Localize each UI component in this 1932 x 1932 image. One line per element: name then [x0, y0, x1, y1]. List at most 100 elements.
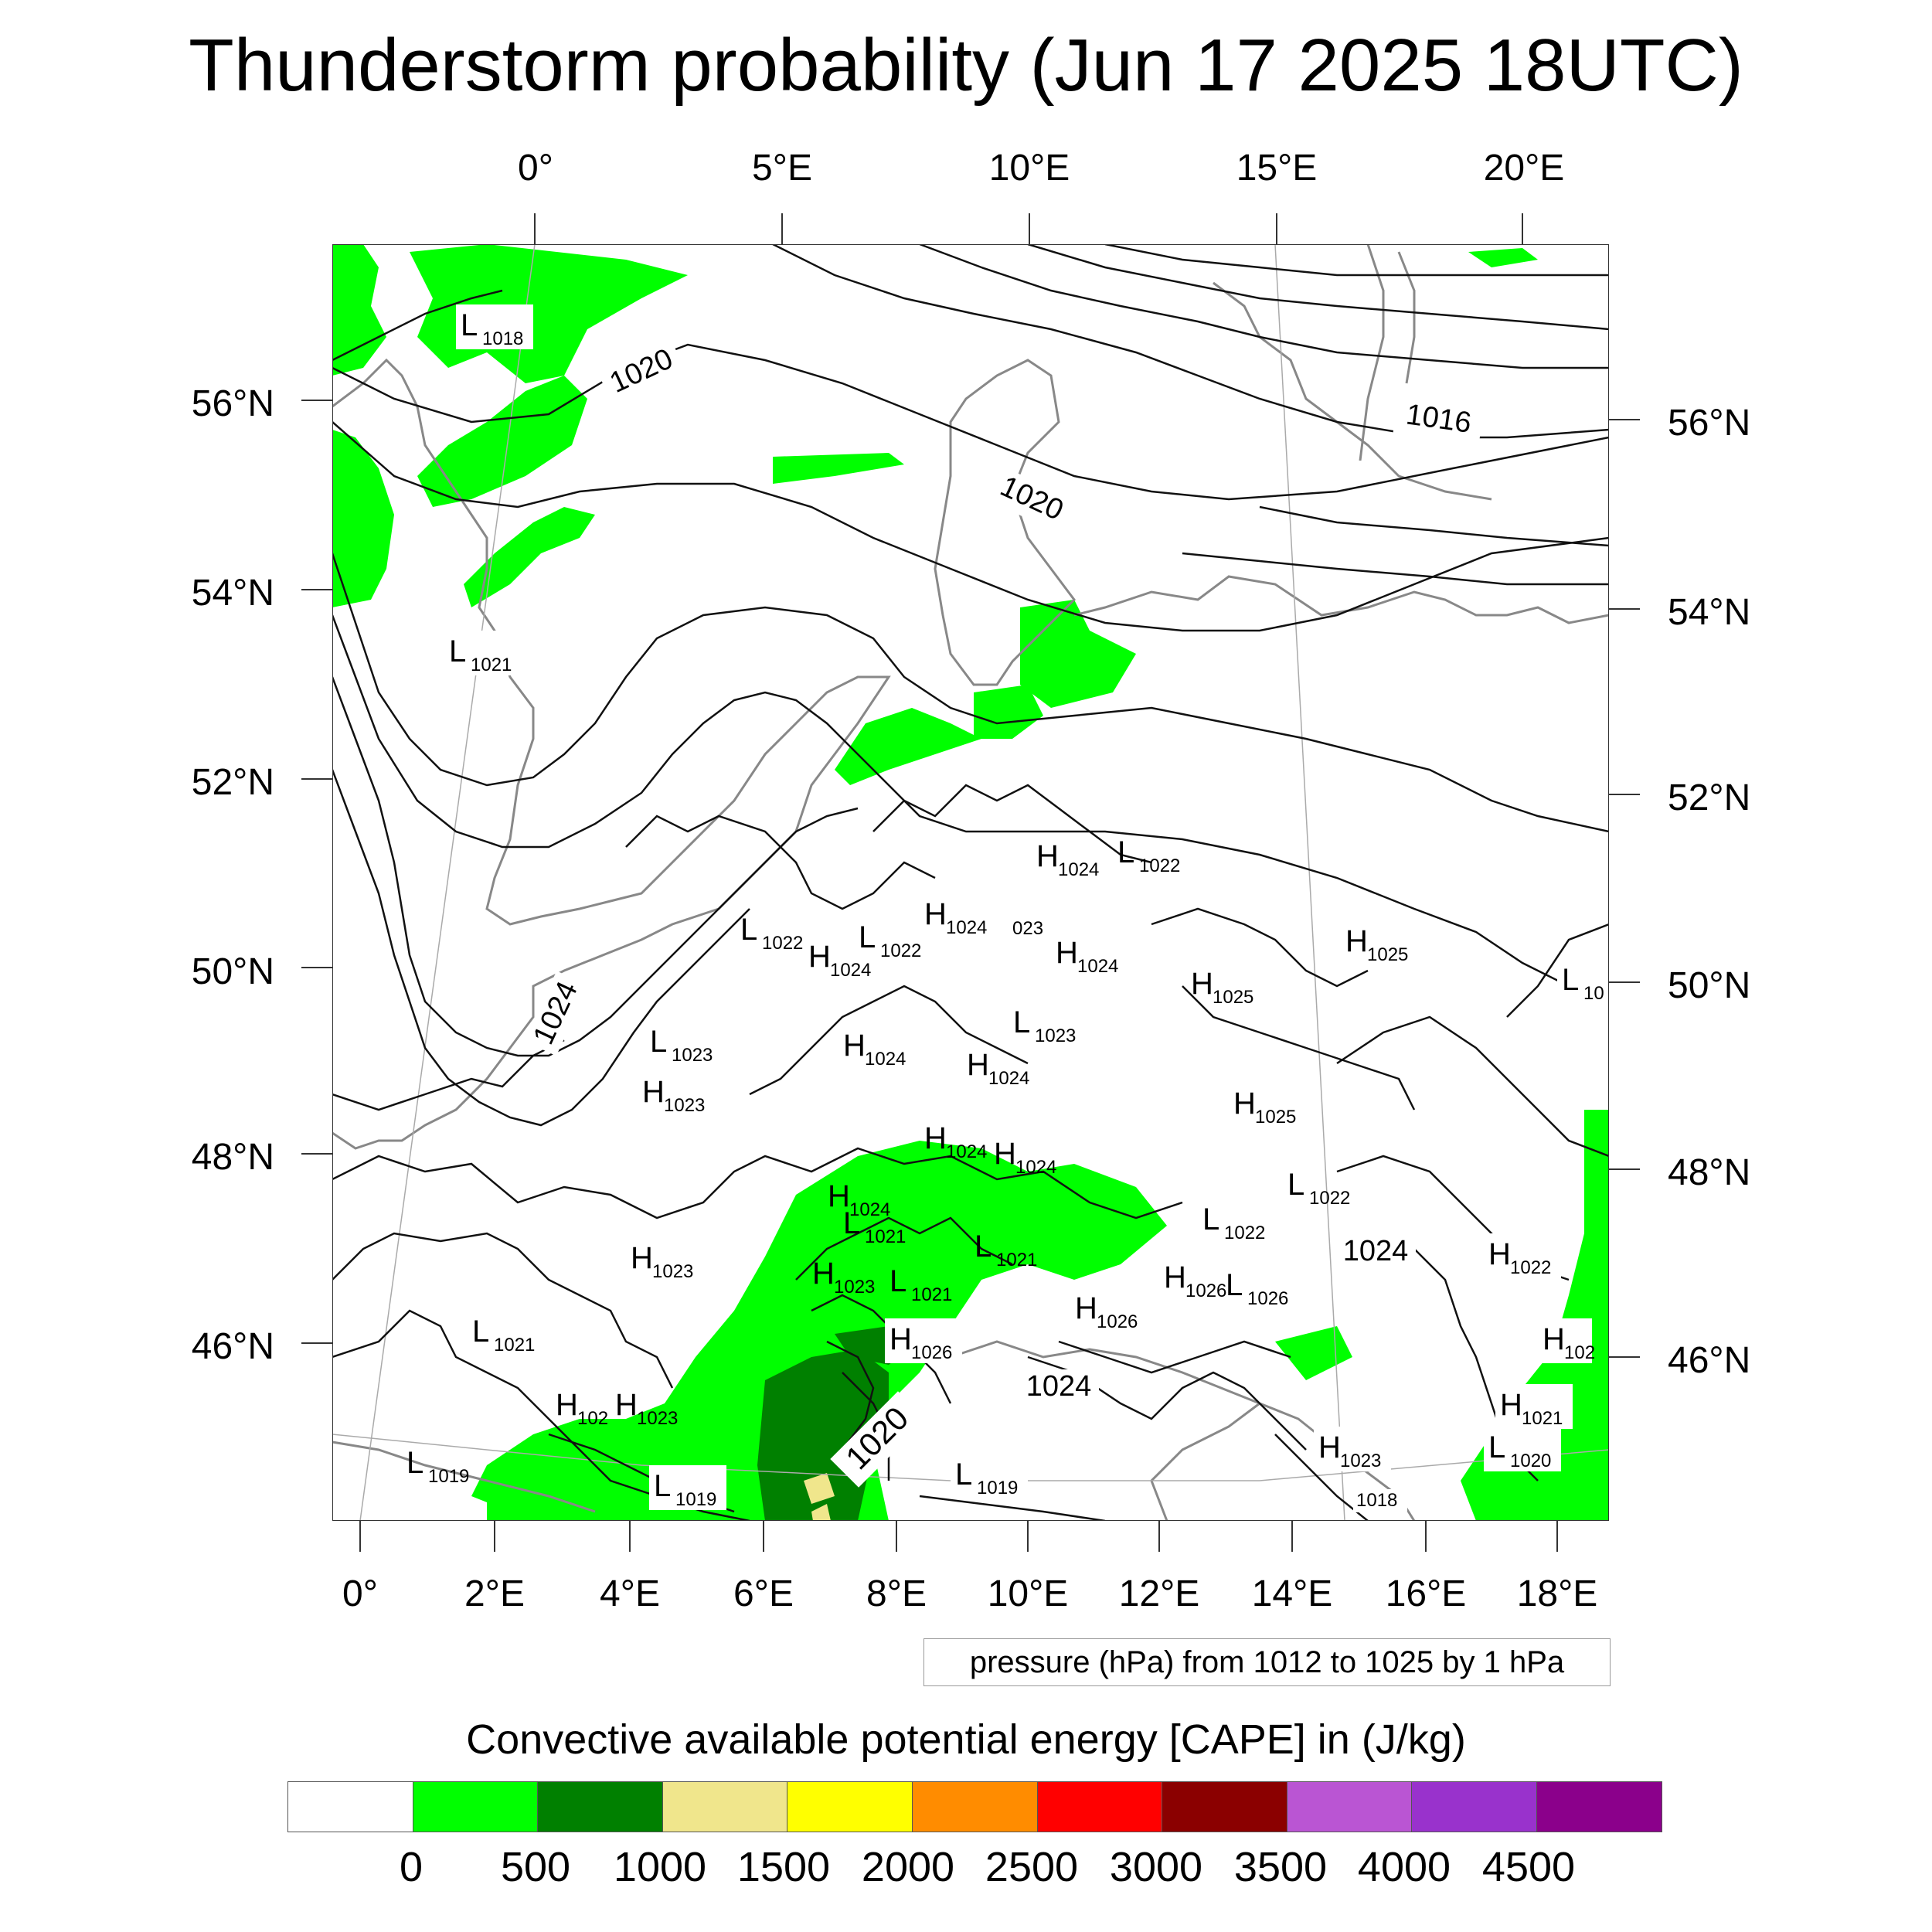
pressure-value: 1024 — [849, 1199, 890, 1220]
pressure-kind: L — [975, 1230, 992, 1264]
label-box — [951, 1454, 1028, 1498]
isobar — [332, 769, 750, 1127]
isobar — [1058, 1340, 1291, 1374]
cape-area — [835, 708, 981, 785]
top-axis-label: 10°E — [988, 148, 1070, 189]
label-box — [456, 304, 533, 349]
colorbar-label: 500 — [500, 1844, 571, 1890]
pressure-value: 10 — [1583, 983, 1604, 1004]
isobar — [1151, 907, 1369, 988]
isobar — [749, 985, 1029, 1096]
isobar — [1336, 1015, 1609, 1158]
pressure-kind: L — [1287, 1168, 1304, 1202]
pressure-value: 1023 — [652, 1261, 693, 1282]
cape-area — [811, 1504, 831, 1521]
pressure-kind: L — [955, 1458, 972, 1492]
label-box — [444, 631, 522, 675]
pressure-value: 1023 — [672, 1045, 713, 1066]
isobar — [332, 1147, 1183, 1219]
pressure-kind: L — [461, 308, 478, 342]
pressure-value: 1022 — [880, 940, 921, 961]
cape-area — [471, 1450, 549, 1512]
isobar — [625, 815, 936, 910]
cape-area — [1020, 600, 1136, 708]
pressure-value: 1024 — [946, 1141, 987, 1162]
pressure-labels: L 1018 1020 1016 1020 L 1021 H — [406, 304, 1609, 1512]
right-axis-label: 54°N — [1668, 592, 1751, 633]
pressure-value: 1025 — [1213, 987, 1253, 1008]
colorbar-segment — [288, 1782, 413, 1832]
isobar — [332, 289, 503, 362]
pressure-value: 1021 — [911, 1284, 952, 1305]
pressure-value: 1024 — [1026, 1370, 1092, 1403]
isobar — [332, 553, 1609, 833]
pressure-kind: L — [843, 1206, 860, 1240]
label-box — [830, 1391, 927, 1488]
colorbar-segment — [1037, 1782, 1163, 1832]
pressure-value: 1022 — [1309, 1188, 1350, 1209]
bottom-axis-label: 16°E — [1385, 1573, 1467, 1614]
colorbar-segment — [1162, 1782, 1287, 1832]
pressure-value: 1022 — [1139, 855, 1180, 876]
pressure-kind: H — [642, 1075, 665, 1109]
pressure-kind: H — [967, 1048, 989, 1082]
left-axis-label: 48°N — [191, 1137, 274, 1178]
pressure-kind: L — [1117, 835, 1134, 869]
colorbar-label: 2000 — [861, 1844, 955, 1890]
colorbar — [287, 1781, 1662, 1832]
cape-area — [332, 244, 386, 376]
bottom-axis-label: 4°E — [600, 1573, 660, 1614]
pressure-value: 1024 — [946, 917, 987, 938]
colorbar-label: 2500 — [985, 1844, 1079, 1890]
pressure-value: 1026 — [911, 1342, 952, 1363]
pressure-value: 1024 — [1077, 956, 1118, 977]
pressure-kind: H — [615, 1388, 638, 1422]
pressure-value: 1025 — [1255, 1107, 1296, 1128]
label-box — [1495, 1384, 1573, 1429]
cape-area — [332, 430, 394, 607]
isobar — [919, 1495, 1106, 1521]
pressure-kind: H — [1345, 924, 1368, 958]
colorbar-label: 4500 — [1481, 1844, 1576, 1890]
pressure-kind: L — [1226, 1268, 1243, 1302]
colorbar-label: 1000 — [613, 1844, 707, 1890]
pressure-kind: H — [1056, 936, 1078, 970]
isobar — [332, 343, 1609, 501]
colorbar-segment — [662, 1782, 788, 1832]
pressure-kind: H — [828, 1179, 850, 1213]
label-box — [1314, 1427, 1391, 1471]
label-box — [1393, 397, 1484, 447]
coastline — [950, 1340, 1416, 1521]
colorbar-label: 3500 — [1233, 1844, 1328, 1890]
colorbar-label: 4000 — [1357, 1844, 1451, 1890]
pressure-kind: H — [924, 1121, 947, 1155]
pressure-kind: L — [650, 1025, 667, 1059]
bottom-axis-label: 6°E — [733, 1573, 794, 1614]
isobar — [1182, 985, 1416, 1111]
isobar — [332, 421, 1609, 632]
top-axis-label: 20°E — [1483, 148, 1565, 189]
cape-area — [487, 1141, 1167, 1521]
pressure-value: 1024 — [830, 960, 871, 981]
pressure-value: 1024 — [865, 1049, 906, 1070]
bottom-axis-label: 14°E — [1251, 1573, 1333, 1614]
pressure-kind: L — [889, 1264, 906, 1298]
colorbar-segment — [1412, 1782, 1537, 1832]
pressure-value: 1018 — [482, 328, 523, 349]
pressure-value: 1019 — [977, 1478, 1018, 1498]
coastline — [1213, 281, 1492, 501]
colorbar-segment — [1287, 1782, 1413, 1832]
colorbar-title: Convective available potential energy [C… — [466, 1716, 1466, 1763]
isobar — [826, 1340, 875, 1451]
pressure-value: 1022 — [762, 933, 803, 954]
pressure-value: 1023 — [664, 1095, 705, 1116]
isobar — [919, 244, 1609, 369]
left-axis-label: 50°N — [191, 951, 274, 992]
pressure-value: 1026 — [1247, 1288, 1288, 1309]
pressure-value: 1024 — [1015, 1157, 1056, 1178]
colorbar-segment — [413, 1782, 539, 1832]
pressure-value: 1024 — [1343, 1235, 1409, 1267]
pressure-value: 1019 — [428, 1466, 469, 1487]
pressure-kind: L — [406, 1446, 423, 1480]
